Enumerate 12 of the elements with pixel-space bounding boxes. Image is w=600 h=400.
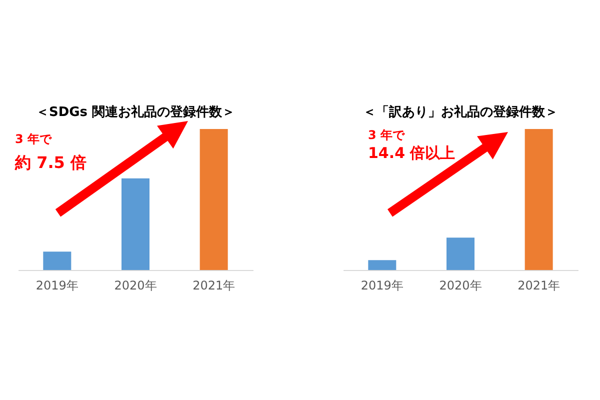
x-tick-label: 2020年 [114, 278, 157, 292]
x-tick-label: 2019年 [36, 278, 78, 292]
x-tick-label: 2020年 [439, 278, 482, 292]
x-tick-label: 2021年 [518, 278, 560, 292]
annotation: 約 7.5 倍 [14, 153, 86, 172]
annotation: 3 年で [15, 132, 53, 146]
x-tick-label: 2019年 [360, 278, 404, 292]
annotation: 3 年で [368, 128, 406, 142]
annotation: 14.4 倍以上 [368, 144, 456, 162]
chart-title: ＜SDGs 関連お礼品の登録件数＞ [36, 104, 236, 120]
x-tick-label: 2021年 [192, 278, 236, 292]
chart-title: ＜「訳あり」お礼品の登録件数＞ [363, 104, 558, 120]
